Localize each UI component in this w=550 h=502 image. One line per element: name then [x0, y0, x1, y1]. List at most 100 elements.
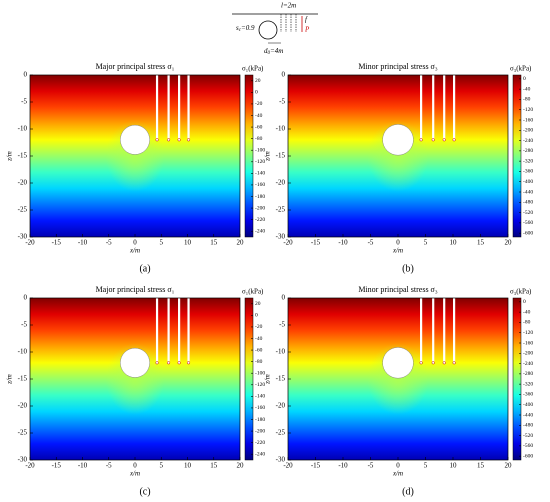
pile-tip	[431, 361, 435, 365]
colorbar-tick-label: -120	[523, 330, 533, 336]
colorbar	[244, 74, 254, 238]
colorbar-tick-label: -80	[523, 97, 531, 103]
colorbar-tick-label: -440	[523, 189, 533, 195]
y-tick-label: -5	[21, 98, 27, 106]
y-tick-label: -30	[276, 233, 286, 241]
x-tick-label: 10	[184, 239, 192, 247]
x-tick-label: 15	[210, 239, 218, 247]
y-axis-label: z/m	[6, 151, 14, 162]
y-tick-label: 0	[282, 71, 286, 79]
pile-tip	[442, 361, 446, 365]
y-tick-label: -15	[18, 375, 28, 383]
pile-tip	[452, 361, 456, 365]
x-tick-label: 20	[505, 239, 513, 247]
colorbar-tick-label: -40	[255, 113, 263, 119]
pile-tip	[177, 138, 181, 142]
chart-title: Minor principal stress σ₃	[358, 62, 438, 71]
colorbar-tick-label: -120	[255, 159, 265, 165]
y-tick-label: -5	[279, 98, 285, 106]
colorbar	[512, 297, 522, 461]
y-tick-label: -20	[276, 402, 286, 410]
x-tick-label: 0	[396, 239, 400, 247]
x-tick-label: 15	[477, 239, 485, 247]
colorbar-tick-label: -400	[523, 179, 533, 185]
colorbar-tick-label: -480	[523, 200, 533, 206]
x-tick-label: 15	[477, 462, 485, 470]
colorbar-tick-label: -160	[523, 340, 533, 346]
p-label: P	[304, 26, 310, 34]
x-axis-label: x/m	[129, 247, 140, 255]
pile-tip	[419, 138, 423, 142]
pile-tip	[155, 138, 159, 142]
colorbar-tick-label: 20	[255, 301, 261, 307]
y-tick-label: -5	[21, 321, 27, 329]
pile-tip	[419, 361, 423, 365]
colorbar-tick-label: -220	[255, 217, 265, 223]
f-label: f	[305, 16, 308, 24]
y-tick-label: -30	[276, 456, 286, 464]
colorbar-tick-label: -320	[523, 158, 533, 164]
colorbar-tick-label: -240	[523, 361, 533, 367]
tunnel	[120, 124, 150, 155]
panel-label: (c)	[139, 486, 150, 497]
x-tick-label: -5	[368, 462, 374, 470]
tunnel	[120, 347, 150, 378]
pile-tip	[177, 361, 181, 365]
y-tick-label: -20	[18, 179, 28, 187]
x-tick-label: 10	[450, 239, 458, 247]
colorbar-tick-label: -80	[255, 136, 263, 142]
colorbar-tick-label: -440	[523, 412, 533, 418]
colorbar-tick-label: -600	[523, 453, 533, 459]
x-tick-label: -5	[106, 239, 112, 247]
x-tick-label: -5	[368, 239, 374, 247]
colorbar-tick-label: 0	[255, 90, 258, 96]
panel-label: (a)	[139, 263, 150, 274]
colorbar-tick-label: -600	[523, 230, 533, 236]
x-tick-label: -20	[25, 462, 35, 470]
y-tick-label: -5	[279, 321, 285, 329]
x-tick-label: 5	[160, 239, 164, 247]
x-tick-label: 0	[396, 462, 400, 470]
x-tick-label: -20	[283, 462, 293, 470]
colorbar-tick-label: -40	[523, 86, 531, 92]
y-tick-label: -25	[276, 429, 286, 437]
y-tick-label: -25	[18, 429, 28, 437]
colorbar-tick-label: -360	[523, 392, 533, 398]
pile-tip	[452, 138, 456, 142]
colorbar-tick-label: -200	[523, 128, 533, 134]
y-tick-label: -15	[276, 375, 286, 383]
x-axis-label: x/m	[392, 470, 403, 478]
colorbar-tick-label: -320	[523, 381, 533, 387]
colorbar-tick-label: -160	[255, 182, 265, 188]
x-tick-label: -10	[338, 462, 348, 470]
colorbar-tick-label: -360	[523, 169, 533, 175]
pile-tip	[187, 361, 191, 365]
y-axis-label: z/m	[264, 151, 272, 162]
x-axis-label: x/m	[392, 247, 403, 255]
y-tick-label: -20	[18, 402, 28, 410]
colorbar-tick-label: -160	[255, 405, 265, 411]
x-axis-label: x/m	[129, 470, 140, 478]
colorbar-tick-label: -480	[523, 423, 533, 429]
y-tick-label: -25	[276, 206, 286, 214]
colorbar-tick-label: -80	[255, 359, 263, 365]
colorbar-tick-label: -280	[523, 371, 533, 377]
tunnel	[258, 20, 278, 40]
colorbar-tick-label: -160	[523, 117, 533, 123]
y-tick-label: 0	[24, 71, 28, 79]
piles	[280, 14, 297, 32]
colorbar-tick-label: -520	[523, 210, 533, 216]
colorbar-tick-label: -100	[255, 147, 265, 153]
x-tick-label: 10	[184, 462, 192, 470]
x-tick-label: -10	[78, 239, 88, 247]
y-tick-label: 0	[282, 294, 286, 302]
colorbar-label: σ₃(kPa)	[510, 65, 532, 73]
pile-tip	[431, 138, 435, 142]
panel-label: (d)	[402, 486, 414, 497]
x-tick-label: 10	[450, 462, 458, 470]
colorbar-tick-label: 20	[255, 78, 261, 84]
x-tick-label: 20	[505, 462, 513, 470]
colorbar-tick-label: -280	[523, 148, 533, 154]
y-tick-label: -10	[276, 348, 286, 356]
y-tick-label: 0	[24, 294, 28, 302]
